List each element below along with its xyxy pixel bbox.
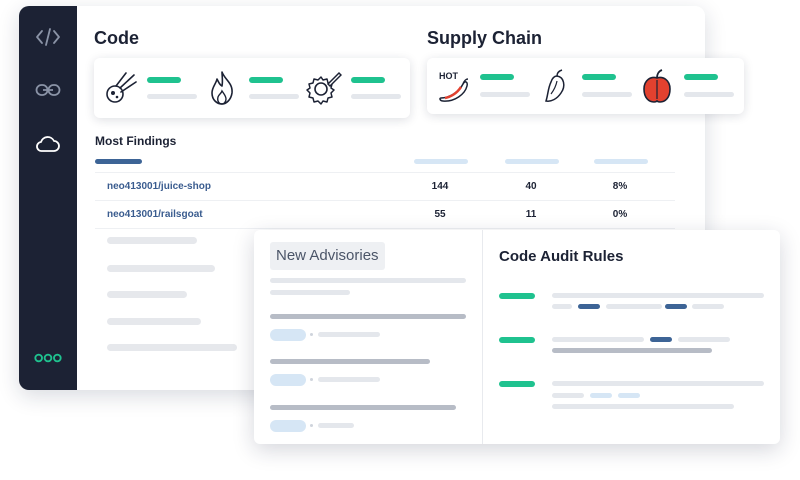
- repo-link-railsgoat[interactable]: neo413001/railsgoat: [107, 209, 203, 220]
- advisory-item: [270, 359, 430, 364]
- cell-secondary-count: 11: [525, 209, 537, 220]
- gear-pencil-icon: [306, 70, 343, 111]
- hot-pepper-icon: HOT: [437, 68, 471, 109]
- bell-pepper-icon: [641, 68, 673, 109]
- code-section-title: Code: [94, 28, 139, 48]
- advisory-chip: [270, 374, 306, 386]
- rule-status-pill: [499, 337, 535, 343]
- cloud-icon[interactable]: [34, 130, 62, 158]
- code-metrics-card: [94, 58, 410, 118]
- cell-percent: 8%: [612, 181, 628, 192]
- advisory-item: [270, 314, 466, 319]
- advisory-chip: [270, 420, 306, 432]
- supply-chain-section-title: Supply Chain: [427, 28, 543, 48]
- advisory-chip: [270, 329, 306, 341]
- cell-findings-count: 144: [431, 181, 449, 192]
- most-findings-title: Most Findings: [95, 134, 177, 148]
- logo-icon[interactable]: [34, 344, 62, 372]
- repo-link-juice-shop[interactable]: neo413001/juice-shop: [107, 181, 211, 192]
- skeleton-row: [107, 265, 215, 272]
- code-audit-rules-title: Code Audit Rules: [499, 248, 624, 265]
- advisory-item: [270, 405, 456, 410]
- cell-findings-count: 55: [434, 209, 446, 220]
- link-icon[interactable]: [34, 76, 62, 104]
- sidebar: [19, 6, 77, 390]
- overlay-panel: New Advisories Code Audit Rules: [254, 230, 780, 444]
- cell-secondary-count: 40: [525, 181, 537, 192]
- rule-status-pill: [499, 381, 535, 387]
- skeleton-row: [107, 344, 237, 351]
- svg-text:HOT: HOT: [439, 71, 459, 81]
- cell-percent: 0%: [612, 209, 628, 220]
- active-tab-indicator: [95, 159, 142, 164]
- skeleton-row: [107, 318, 201, 325]
- comet-icon: [104, 71, 138, 110]
- code-icon[interactable]: [34, 23, 62, 51]
- supply-chain-metrics-card: HOT: [427, 58, 744, 114]
- rule-status-pill: [499, 293, 535, 299]
- skeleton-row: [107, 237, 197, 244]
- chili-icon: [542, 68, 570, 109]
- skeleton-row: [107, 291, 187, 298]
- flame-icon: [207, 70, 237, 111]
- new-advisories-tab[interactable]: New Advisories: [270, 242, 385, 270]
